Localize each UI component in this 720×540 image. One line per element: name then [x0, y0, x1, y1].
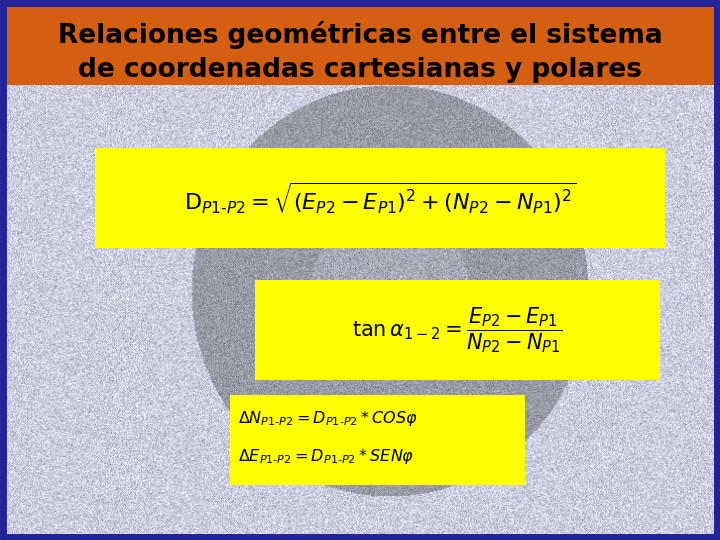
Bar — [255, 280, 660, 380]
Text: Relaciones geométricas entre el sistema: Relaciones geométricas entre el sistema — [58, 21, 662, 49]
Text: $\Delta N_{P1\text{-}P2}=D_{P1\text{-}P2}*COS\varphi$: $\Delta N_{P1\text{-}P2}=D_{P1\text{-}P2… — [238, 408, 418, 428]
Text: $\Delta E_{P1\text{-}P2}=D_{P1\text{-}P2}*SEN\varphi$: $\Delta E_{P1\text{-}P2}=D_{P1\text{-}P2… — [238, 448, 415, 467]
Bar — [230, 395, 525, 485]
Bar — [95, 148, 665, 248]
Text: de coordenadas cartesianas y polares: de coordenadas cartesianas y polares — [78, 57, 642, 83]
Bar — [3, 3, 717, 85]
Text: $\tan\alpha_{1-2} = \dfrac{E_{P2} - E_{P1}}{N_{P2} - N_{P1}}$: $\tan\alpha_{1-2} = \dfrac{E_{P2} - E_{P… — [352, 305, 562, 355]
Text: $\mathrm{D}_{P1\text{-}P2} = \sqrt{\left(E_{P2} - E_{P1}\right)^2 + \left(N_{P2}: $\mathrm{D}_{P1\text{-}P2} = \sqrt{\left… — [184, 180, 577, 216]
